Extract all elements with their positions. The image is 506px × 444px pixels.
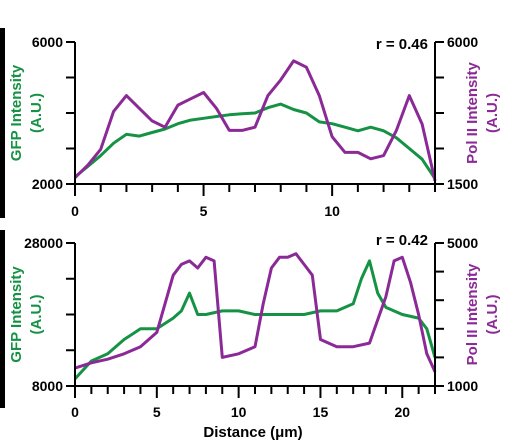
y-right-axis-label-line1: Pol II Intensity [464, 62, 481, 164]
x-tick-label: 15 [313, 404, 329, 420]
y-left-axis-label: GFP Intensity (A.U.) [8, 64, 45, 161]
y-left-axis-label-line2: (A.U.) [28, 93, 45, 133]
y-right-tick-label-bottom: 1500 [447, 176, 478, 192]
x-tick-label: 5 [153, 404, 161, 420]
x-tick-label: 0 [71, 404, 79, 420]
x-tick-label: 0 [71, 203, 79, 219]
y-right-axis-label-line2: (A.U.) [484, 93, 501, 133]
y-left-axis-label-line1: GFP Intensity [8, 266, 25, 363]
y-right-axis-label-line2: (A.U.) [484, 295, 501, 335]
y-right-axis-label-line1: Pol II Intensity [464, 263, 481, 365]
correlation-annotation: r = 0.42 [376, 232, 428, 249]
series-line-pol2 [73, 59, 437, 182]
y-left-tick-label-bottom: 2000 [32, 176, 63, 192]
x-tick-label: 10 [324, 203, 340, 219]
series-line-gfp [74, 102, 437, 180]
left-edge-strip-bottom [0, 230, 5, 408]
x-tick-label: 20 [394, 404, 410, 420]
x-axis-label: Distance (μm) [203, 424, 302, 441]
series-line-gfp [73, 259, 437, 380]
y-left-axis-label: GFP Intensity (A.U.) [8, 266, 45, 363]
series-line-pol2 [74, 252, 437, 373]
x-tick-label: 10 [231, 404, 247, 420]
y-right-tick-label-top: 6000 [447, 34, 478, 50]
x-tick-label: 5 [200, 203, 208, 219]
left-edge-strip-top [0, 28, 5, 218]
y-right-tick-label-top: 5000 [447, 235, 478, 251]
y-left-axis-label-line2: (A.U.) [28, 295, 45, 335]
y-left-tick-label-top: 28000 [24, 235, 63, 251]
y-right-axis-label: Pol II Intensity (A.U.) [464, 62, 501, 164]
correlation-annotation: r = 0.46 [376, 36, 428, 53]
y-left-tick-label-top: 6000 [32, 34, 63, 50]
y-right-tick-label-bottom: 1000 [447, 378, 478, 394]
y-left-axis-label-line1: GFP Intensity [8, 64, 25, 161]
y-left-tick-label-bottom: 8000 [32, 378, 63, 394]
y-right-axis-label: Pol II Intensity (A.U.) [464, 263, 501, 365]
